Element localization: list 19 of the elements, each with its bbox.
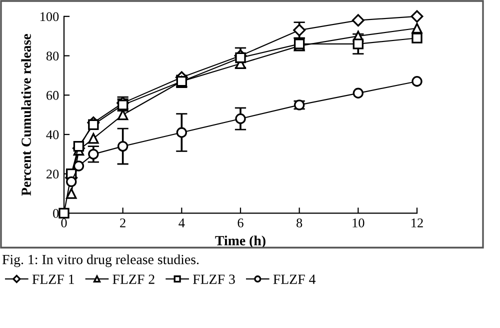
x-tick-label: 4	[178, 218, 185, 228]
legend-label: FLZF 4	[273, 274, 316, 284]
x-tick-label: 8	[296, 218, 302, 228]
legend-label: FLZF 2	[112, 274, 154, 284]
y-tick-label: 80	[46, 52, 59, 60]
x-tick-label: 0	[61, 218, 67, 228]
x-tick-label: 10	[352, 218, 364, 228]
x-tick-label: 2	[120, 218, 126, 228]
x-tick-label: 12	[412, 218, 423, 228]
caption: Fig. 1: In vitro drug release studies.	[2, 254, 199, 268]
y-tick-label: 20	[46, 170, 59, 179]
legend-label: FLZF 3	[193, 274, 235, 284]
y-tick-label: 60	[46, 90, 59, 100]
x-tick-label: 6	[238, 218, 244, 228]
y-axis-title: Percent Cumulative release	[21, 34, 32, 196]
y-tick-label: 100	[40, 12, 59, 22]
y-tick-label: 40	[46, 130, 59, 140]
x-axis-title: Time (h)	[215, 236, 266, 248]
legend-label: FLZF 1	[32, 274, 74, 284]
